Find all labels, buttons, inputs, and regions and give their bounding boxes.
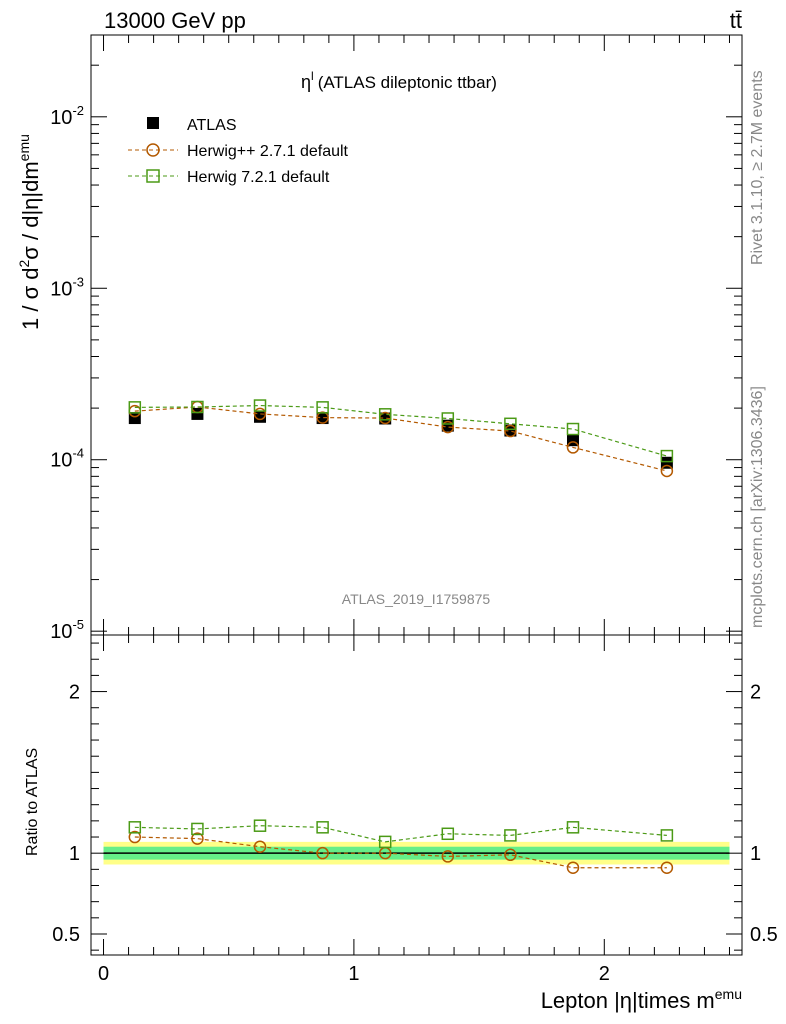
- legend: ATLAS Herwig++ 2.7.1 default Herwig 7.2.…: [128, 117, 349, 186]
- ratio-herwigpp-point: [191, 832, 204, 845]
- legend-herwig7-label: Herwig 7.2.1 default: [187, 169, 330, 186]
- main-ylabel: 1 / σ d2σ / d|η|dmemu: [16, 134, 43, 330]
- ratio-herwigpp-point: [128, 830, 142, 844]
- legend-herwig7-marker: [146, 169, 160, 183]
- ratio-herwig7-point: [441, 827, 455, 841]
- legend-atlas-label: ATLAS: [187, 117, 237, 134]
- main-ytick-label: 10-5: [50, 617, 84, 643]
- herwig7-point: [316, 401, 329, 414]
- ratio-herwigpp-point: [441, 850, 455, 863]
- herwig7-point: [441, 412, 455, 425]
- ratio-panel-frame: [90, 634, 743, 956]
- ratio-ytick-label-right: 2: [750, 682, 761, 704]
- herwig7-point: [253, 399, 267, 412]
- herwig7-point: [566, 422, 580, 436]
- herwigpp-point: [660, 464, 674, 478]
- legend-herwigpp-marker: [146, 143, 160, 157]
- ratio-herwigpp-point: [316, 846, 329, 860]
- legend-herwigpp-label: Herwig++ 2.7.1 default: [187, 143, 349, 160]
- main-ytick-label: 10-3: [50, 274, 84, 300]
- ratio-herwig7-point: [253, 819, 267, 832]
- ratio-herwigpp-point: [660, 861, 674, 874]
- herwig7-point: [128, 401, 142, 414]
- ratio-herwigpp-point: [504, 848, 517, 862]
- atlas-point: [379, 412, 392, 425]
- ratio-herwigpp-point: [253, 840, 267, 853]
- herwigpp-point: [253, 407, 267, 421]
- ratio-herwig7-point: [504, 829, 517, 842]
- herwig7-line: [134, 404, 668, 457]
- energy-label: 13000 GeV pp: [104, 8, 246, 33]
- ratio-herwigpp-point: [566, 861, 580, 874]
- ratio-data-layer: [128, 819, 674, 874]
- atlas-point: [504, 424, 517, 437]
- ratio-herwig7-point: [191, 822, 204, 836]
- ratio-herwig7-point: [378, 835, 392, 849]
- main-axis-ticks: 10-2 10-3 10-4 10-5: [50, 34, 742, 643]
- process-label: tt̄: [730, 8, 742, 33]
- ratio-xtick-label: 0: [98, 963, 109, 985]
- herwig7-point: [378, 408, 392, 421]
- herwigpp-point: [504, 424, 517, 438]
- ratio-ytick-label-right: 1: [750, 843, 761, 865]
- mcplots-label: mcplots.cern.ch [arXiv:1306.3436]: [749, 386, 766, 628]
- herwigpp-point: [441, 420, 455, 434]
- main-data-layer: [128, 399, 674, 478]
- herwig7-point: [660, 449, 674, 463]
- ratio-herwig7-point: [128, 821, 142, 834]
- atlas-point: [316, 412, 329, 425]
- main-title: ηl (ATLAS dileptonic ttbar): [301, 69, 497, 92]
- herwigpp-point: [566, 441, 580, 454]
- ratio-ytick-label-left: 2: [69, 682, 80, 704]
- ratio-band-layer: [103, 841, 730, 865]
- ratio-ytick-label-right: 0.5: [750, 924, 778, 946]
- ratio-axis-ticks: 2 2 1 1 0.5 0.5 0 1 2: [52, 635, 778, 985]
- herwig7-point: [191, 400, 204, 414]
- rivet-label: Rivet 3.1.10, ≥ 2.7M events: [749, 70, 766, 265]
- ratio-xtick-label: 1: [348, 963, 359, 985]
- legend-atlas-marker: [147, 117, 159, 129]
- ratio-xtick-label: 2: [599, 963, 610, 985]
- ratio-herwig7-point: [316, 821, 329, 834]
- main-ytick-label: 10-2: [50, 103, 84, 129]
- x-axis-label: Lepton |η|times memu: [541, 986, 742, 1013]
- ratio-ytick-label-left: 1: [69, 843, 80, 865]
- herwig7-point: [504, 417, 517, 431]
- ratio-herwig7-point: [566, 821, 580, 834]
- ratio-ytick-label-left: 0.5: [52, 924, 80, 946]
- ratio-ylabel: Ratio to ATLAS: [24, 748, 41, 856]
- main-ytick-label: 10-4: [50, 446, 84, 472]
- ratio-herwig7-point: [660, 829, 674, 842]
- ratio-herwig7-line: [134, 825, 667, 843]
- analysis-watermark: ATLAS_2019_I1759875: [342, 591, 491, 607]
- herwigpp-line: [134, 406, 668, 472]
